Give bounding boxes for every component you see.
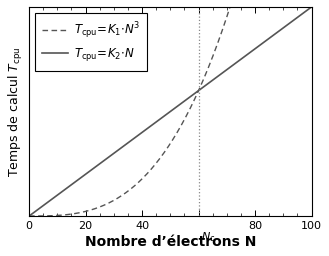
X-axis label: Nombre d’électrons N: Nombre d’électrons N — [85, 235, 256, 249]
$T_{\rm cpu}\!=\!K_2{\cdot}N$ — [27, 215, 31, 218]
Legend: $T_{\rm cpu}\!=\!K_1{\cdot}N^3$, $T_{\rm cpu}\!=\!K_2{\cdot}N$: $T_{\rm cpu}\!=\!K_1{\cdot}N^3$, $T_{\rm… — [35, 13, 147, 70]
$T_{\rm cpu}\!=\!K_2{\cdot}N$ — [301, 12, 305, 15]
Y-axis label: Temps de calcul $T_{\rm cpu}$: Temps de calcul $T_{\rm cpu}$ — [7, 46, 25, 177]
$T_{\rm cpu}\!=\!K_1{\cdot}N^3$ — [157, 158, 161, 161]
$T_{\rm cpu}\!=\!K_2{\cdot}N$ — [310, 5, 314, 8]
$T_{\rm cpu}\!=\!K_1{\cdot}N^3$ — [164, 148, 168, 151]
$T_{\rm cpu}\!=\!K_2{\cdot}N$ — [41, 204, 45, 207]
$T_{\rm cpu}\!=\!K_1{\cdot}N^3$ — [27, 215, 31, 218]
Text: $N_c$: $N_c$ — [201, 231, 216, 244]
Line: $T_{\rm cpu}\!=\!K_1{\cdot}N^3$: $T_{\rm cpu}\!=\!K_1{\cdot}N^3$ — [29, 0, 312, 216]
Line: $T_{\rm cpu}\!=\!K_2{\cdot}N$: $T_{\rm cpu}\!=\!K_2{\cdot}N$ — [29, 7, 312, 216]
$T_{\rm cpu}\!=\!K_2{\cdot}N$ — [249, 50, 253, 53]
$T_{\rm cpu}\!=\!K_2{\cdot}N$ — [164, 113, 168, 116]
$T_{\rm cpu}\!=\!K_1{\cdot}N^3$ — [41, 215, 45, 218]
$T_{\rm cpu}\!=\!K_2{\cdot}N$ — [157, 118, 161, 121]
$T_{\rm cpu}\!=\!K_2{\cdot}N$ — [301, 12, 305, 15]
